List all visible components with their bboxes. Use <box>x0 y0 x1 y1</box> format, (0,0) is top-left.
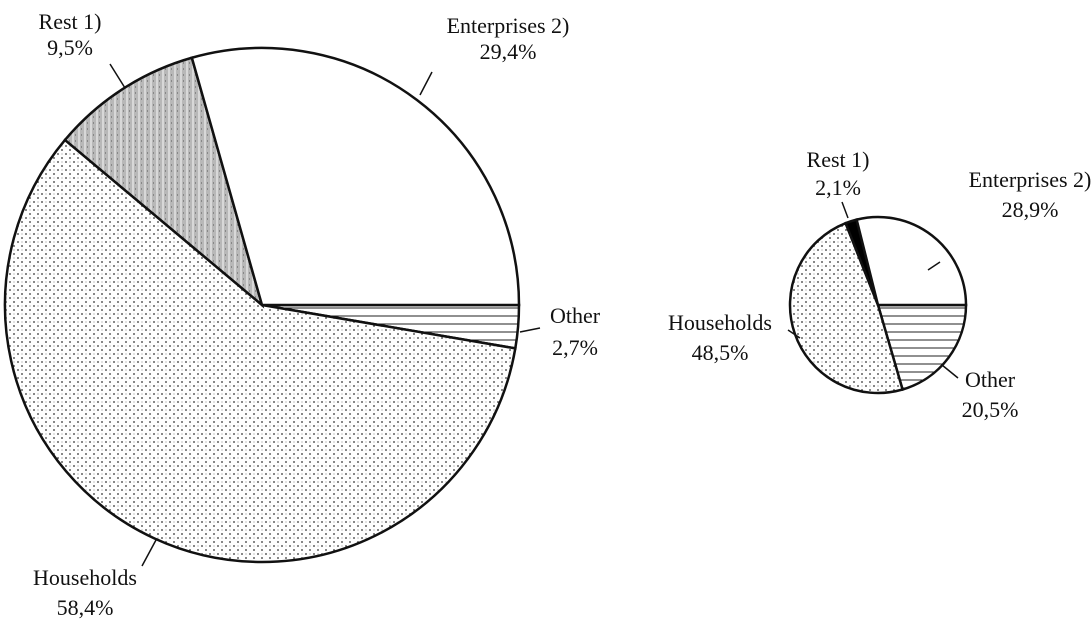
slice-label: Enterprises 2) <box>447 13 570 38</box>
slice-value-label: 28,9% <box>1002 197 1059 222</box>
leader-line <box>109 63 126 89</box>
slice-label: Rest 1) <box>807 147 870 172</box>
slice-value-label: 58,4% <box>57 595 114 620</box>
leader-line <box>419 71 433 96</box>
slice-label: Households <box>33 565 137 590</box>
slice-label: Enterprises 2) <box>969 167 1092 192</box>
slice-label: Other <box>965 367 1016 392</box>
pie-slice <box>788 221 905 395</box>
slice-value-label: 2,1% <box>815 175 861 200</box>
pie-slice <box>190 46 521 307</box>
pie-slice <box>63 56 265 309</box>
leader-line <box>941 364 959 379</box>
pie-slice <box>3 138 517 564</box>
slice-label: Other <box>550 303 601 328</box>
slice-value-label: 20,5% <box>962 397 1019 422</box>
leader-line <box>787 329 801 339</box>
slice-value-label: 29,4% <box>480 39 537 64</box>
slice-value-label: 9,5% <box>47 35 93 60</box>
leader-line <box>841 201 849 219</box>
slice-value-label: 2,7% <box>552 335 598 360</box>
leader-line <box>927 261 941 271</box>
pie-slice <box>855 215 968 307</box>
pie-slice <box>876 303 968 392</box>
leader-line <box>141 539 157 567</box>
slice-label: Households <box>668 310 772 335</box>
slice-value-label: 48,5% <box>692 340 749 365</box>
slice-label: Rest 1) <box>39 9 102 34</box>
leader-line <box>519 327 541 333</box>
